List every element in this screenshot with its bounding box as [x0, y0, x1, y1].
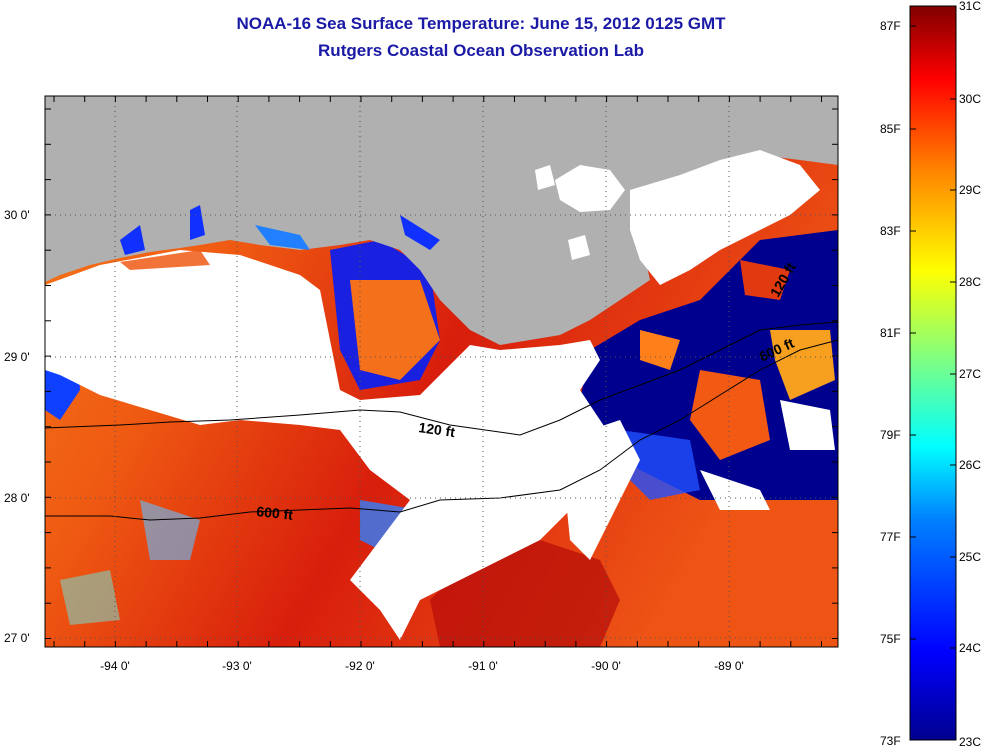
colorbar-c-label: 26C [959, 458, 981, 472]
colorbar-f-label: 73F [880, 734, 901, 748]
colorbar-c-label: 31C [959, 0, 981, 13]
contour-label: 120 ft [418, 419, 457, 440]
lake [555, 165, 625, 212]
contour-120ft-west [44, 321, 839, 436]
x-tick-label: -89 0' [714, 659, 744, 673]
y-tick-label: 28 0' [4, 491, 30, 505]
bathymetry-contours [44, 321, 839, 521]
contour-label: 600 ft [256, 503, 294, 523]
colorbar-c-label: 23C [959, 735, 981, 749]
colorbar-c-label: 25C [959, 550, 981, 564]
colorbar-f-label: 77F [880, 530, 901, 544]
colorbar-f-label: 79F [880, 428, 901, 442]
colorbar-c-label: 28C [959, 275, 981, 289]
colorbar-c-label: 27C [959, 367, 981, 381]
x-tick-label: -93 0' [222, 659, 252, 673]
contour-600ft-west [45, 339, 839, 521]
x-tick-label: -91 0' [468, 659, 498, 673]
x-tick-label: -94 0' [100, 659, 130, 673]
x-tick-label: -90 0' [591, 659, 621, 673]
x-tick-label: -92 0' [345, 659, 375, 673]
y-tick-label: 29 0' [4, 350, 30, 364]
cloud-mask [45, 250, 620, 640]
land-louisiana [45, 96, 838, 345]
colorbar [909, 5, 957, 741]
y-tick-label: 30 0' [4, 208, 30, 222]
plot-frame [44, 95, 839, 648]
colorbar-f-label: 87F [880, 19, 901, 33]
colorbar-f-label: 81F [880, 326, 901, 340]
colorbar-c-label: 30C [959, 92, 981, 106]
colorbar-f-label: 85F [880, 122, 901, 136]
colorbar-c-label: 24C [959, 641, 981, 655]
colorbar-f-label: 75F [880, 632, 901, 646]
map-title: NOAA-16 Sea Surface Temperature: June 15… [236, 14, 726, 33]
map-subtitle: Rutgers Coastal Ocean Observation Lab [318, 41, 644, 60]
graticule [45, 96, 838, 647]
y-tick-label: 27 0' [4, 631, 30, 645]
colorbar-c-label: 29C [959, 183, 981, 197]
colorbar-f-label: 83F [880, 224, 901, 238]
